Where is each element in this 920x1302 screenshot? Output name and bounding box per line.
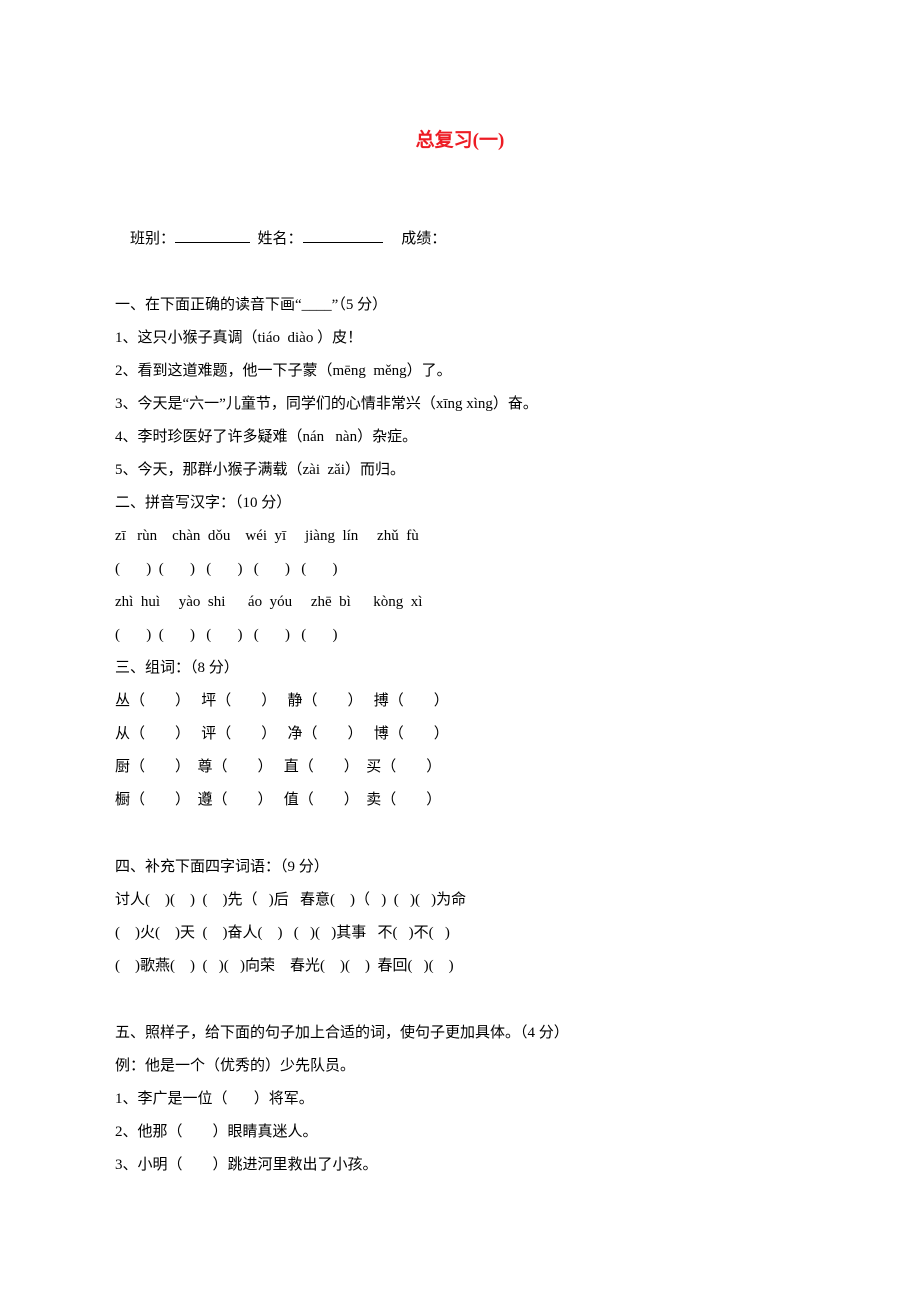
s5-heading: 五、照样子，给下面的句子加上合适的词，使句子更加具体。（4 分） xyxy=(115,1017,805,1050)
s5-q1: 1、李广是一位（ ）将军。 xyxy=(115,1083,805,1116)
s1-q4: 4、李时珍医好了许多疑难（nán nàn）杂症。 xyxy=(115,421,805,454)
s3-r1: 丛（ ） 坪（ ） 静（ ） 搏（ ） xyxy=(115,685,805,718)
s1-q1: 1、这只小猴子真调（tiáo diào ）皮！ xyxy=(115,322,805,355)
s2-row1: zī rùn chàn dǒu wéi yī jiàng lín zhǔ fù xyxy=(115,520,805,553)
s3-r2: 从（ ） 评（ ） 净（ ） 博（ ） xyxy=(115,718,805,751)
s3-r4: 橱（ ） 遵（ ） 值（ ） 卖（ ） xyxy=(115,784,805,817)
s1-q5: 5、今天，那群小猴子满载（zài zǎi）而归。 xyxy=(115,454,805,487)
s5-q3: 3、小明（ ）跳进河里救出了小孩。 xyxy=(115,1149,805,1182)
worksheet-page: 总复习(一) 班别： 姓名： 成绩： 一、在下面正确的读音下画“____”（5 … xyxy=(0,0,920,1242)
score-label: 成绩： xyxy=(383,231,447,247)
s3-heading: 三、组词：（8 分） xyxy=(115,652,805,685)
page-title: 总复习(一) xyxy=(115,120,805,162)
s1-q2: 2、看到这道难题，他一下子蒙（mēng měng）了。 xyxy=(115,355,805,388)
name-label: 姓名： xyxy=(250,231,303,247)
s3-r3: 厨（ ） 尊（ ） 直（ ） 买（ ） xyxy=(115,751,805,784)
s5-q2: 2、他那（ ）眼睛真迷人。 xyxy=(115,1116,805,1149)
s4-r3: ( )歌燕( ) ( )( )向荣 春光( )( ) 春回( )( ) xyxy=(115,950,805,983)
s4-heading: 四、补充下面四字词语：（9 分） xyxy=(115,851,805,884)
s1-q3: 3、今天是“六一”儿童节，同学们的心情非常兴（xīng xìng）奋。 xyxy=(115,388,805,421)
s4-r2: ( )火( )天 ( )奋人( ) ( )( )其事 不( )不( ) xyxy=(115,917,805,950)
header-line: 班别： 姓名： 成绩： xyxy=(115,190,805,289)
class-blank[interactable] xyxy=(175,227,250,243)
s4-r1: 讨人( )( ) ( )先（ )后 春意( )（ ) ( )( )为命 xyxy=(115,884,805,917)
s1-heading: 一、在下面正确的读音下画“____”（5 分） xyxy=(115,289,805,322)
s2-row2: ( ) ( ) ( ) ( ) ( ) xyxy=(115,553,805,586)
s2-row3: zhì huì yào shi áo yóu zhē bì kòng xì xyxy=(115,586,805,619)
s2-heading: 二、拼音写汉字：（10 分） xyxy=(115,487,805,520)
s5-example: 例：他是一个（优秀的）少先队员。 xyxy=(115,1050,805,1083)
class-label: 班别： xyxy=(130,231,175,247)
name-blank[interactable] xyxy=(303,227,383,243)
s2-row4: ( ) ( ) ( ) ( ) ( ) xyxy=(115,619,805,652)
